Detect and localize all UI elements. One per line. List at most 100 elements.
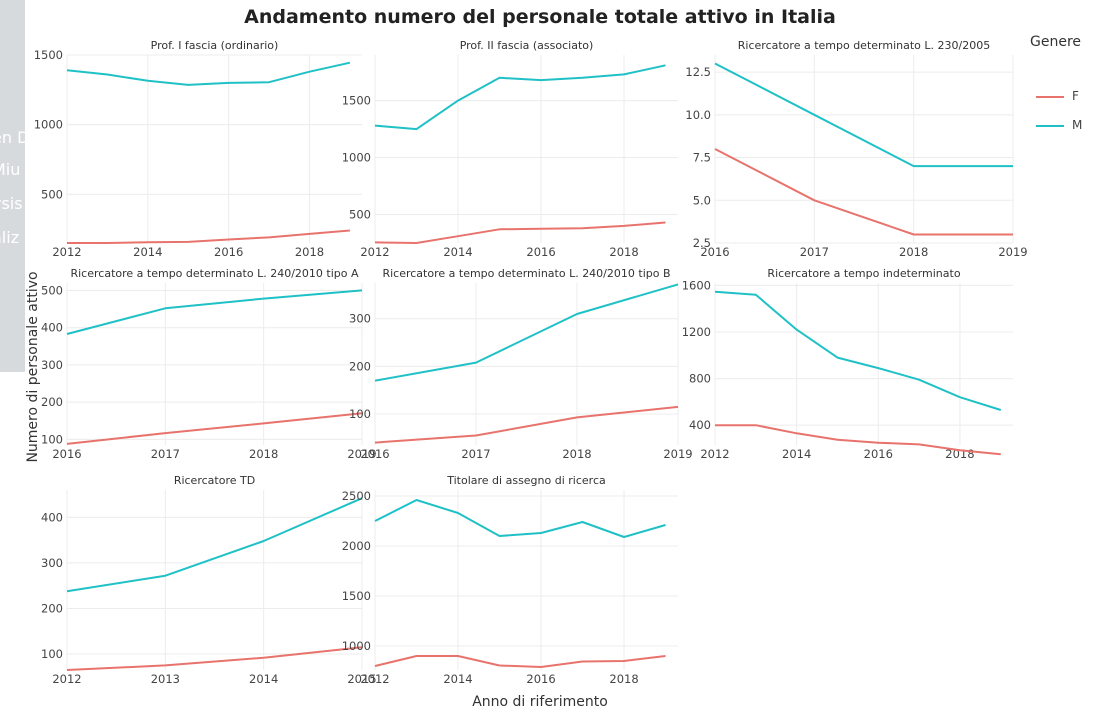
- facet-title: Ricercatore a tempo determinato L. 240/2…: [382, 267, 670, 280]
- y-tick-label: 400: [689, 418, 711, 432]
- series-line-f[interactable]: [374, 405, 679, 444]
- x-tick-label: 2013: [151, 672, 180, 686]
- series-line-m[interactable]: [714, 62, 1013, 168]
- x-tick-label: 2012: [52, 672, 81, 686]
- side-text-fragment: en D: [0, 128, 25, 147]
- series-line-m[interactable]: [66, 497, 363, 593]
- facet-title: Ricercatore a tempo determinato L. 240/2…: [70, 267, 358, 280]
- y-tick-label: 1000: [342, 639, 371, 653]
- facet-title: Prof. II fascia (associato): [460, 39, 594, 52]
- facet-panel: Ricercatore a tempo determinato L. 240/2…: [349, 267, 693, 461]
- facet-title: Ricercatore a tempo indeterminato: [767, 267, 960, 280]
- y-tick-label: 1500: [34, 48, 63, 62]
- y-tick-label: 100: [41, 432, 63, 446]
- y-tick-label: 7.5: [693, 151, 711, 165]
- x-tick-label: 2018: [899, 245, 928, 259]
- y-tick-label: 1500: [342, 94, 371, 108]
- x-tick-label: 2018: [249, 447, 278, 461]
- x-tick-label: 2017: [800, 245, 829, 259]
- facet-title: Ricercatore a tempo determinato L. 230/2…: [738, 39, 990, 52]
- legend-item-f[interactable]: F: [1036, 89, 1079, 103]
- series-line-m[interactable]: [374, 499, 666, 538]
- x-tick-label: 2016: [700, 245, 729, 259]
- y-tick-label: 200: [349, 359, 371, 373]
- x-tick-label: 2017: [151, 447, 180, 461]
- y-tick-label: 200: [41, 395, 63, 409]
- series-line-m[interactable]: [374, 64, 666, 131]
- y-tick-label: 300: [41, 358, 63, 372]
- facet-panel: Prof. I fascia (ordinario) 500 1000 1500 201…: [34, 39, 362, 259]
- y-tick-label: 400: [41, 510, 63, 524]
- series-line-f[interactable]: [714, 148, 1013, 236]
- legend-swatch-f: [1036, 95, 1064, 98]
- chart-title: Andamento numero del personale totale at…: [244, 6, 836, 28]
- y-tick-label: 200: [41, 601, 63, 615]
- y-tick-label: 500: [349, 208, 371, 222]
- y-tick-label: 300: [349, 312, 371, 326]
- y-tick-label: 800: [689, 372, 711, 386]
- x-tick-label: 2019: [998, 245, 1027, 259]
- series-line-f[interactable]: [374, 221, 666, 244]
- y-tick-label: 300: [41, 556, 63, 570]
- x-tick-label: 2016: [526, 672, 555, 686]
- x-tick-label: 2014: [443, 245, 472, 259]
- x-tick-label: 2012: [360, 672, 389, 686]
- y-tick-label: 12.5: [685, 65, 711, 79]
- facet-panel: Ricercatore a tempo determinato L. 240/2…: [41, 267, 377, 461]
- x-tick-label: 2016: [52, 447, 81, 461]
- legend: Genere F M: [1030, 34, 1100, 144]
- y-tick-label: 5.0: [693, 193, 711, 207]
- series-line-m[interactable]: [374, 283, 679, 382]
- side-text-fragment: aliz: [0, 228, 20, 247]
- x-tick-label: 2012: [360, 245, 389, 259]
- x-tick-label: 2012: [52, 245, 81, 259]
- series-line-f[interactable]: [67, 229, 350, 244]
- x-tick-label: 2017: [461, 447, 490, 461]
- x-tick-label: 2016: [864, 447, 893, 461]
- y-tick-label: 2500: [342, 489, 371, 503]
- legend-title: Genere: [1030, 34, 1082, 50]
- y-tick-label: 500: [41, 283, 63, 297]
- facet-panel: Ricercatore a tempo indeterminato 400 800 1…: [682, 267, 1013, 461]
- x-tick-label: 2014: [782, 447, 811, 461]
- x-tick-label: 2016: [526, 245, 555, 259]
- x-tick-label: 2012: [700, 447, 729, 461]
- x-axis-label: Anno di riferimento: [472, 694, 608, 710]
- y-tick-label: 1000: [342, 151, 371, 165]
- x-tick-label: 2019: [663, 447, 692, 461]
- y-tick-label: 1200: [682, 325, 711, 339]
- y-tick-label: 500: [41, 187, 63, 201]
- y-tick-label: 1500: [342, 589, 371, 603]
- facet-panel: Ricercatore a tempo determinato L. 230/2…: [685, 39, 1027, 259]
- y-tick-label: 100: [349, 407, 371, 421]
- series-line-m[interactable]: [66, 61, 351, 86]
- facet-title: Prof. I fascia (ordinario): [151, 39, 279, 52]
- x-tick-label: 2014: [249, 672, 278, 686]
- x-tick-label: 2015: [347, 672, 376, 686]
- facet-panel: Titolare di assegno di ricerca 1000 1500 20…: [342, 474, 678, 686]
- x-tick-label: 2018: [609, 672, 638, 686]
- series-line-f[interactable]: [715, 424, 1001, 456]
- series-line-f[interactable]: [374, 655, 666, 668]
- side-text-fragment: Miu: [0, 160, 21, 179]
- y-tick-label: 10.0: [685, 108, 711, 122]
- facet-panel: Prof. II fascia (associato) 500 1000 1500 20…: [342, 39, 678, 259]
- series-line-f[interactable]: [66, 646, 363, 671]
- x-tick-label: 2018: [562, 447, 591, 461]
- y-tick-label: 1600: [682, 278, 711, 292]
- x-tick-label: 2019: [347, 447, 376, 461]
- legend-label-f: F: [1072, 89, 1079, 103]
- x-tick-label: 2016: [214, 245, 243, 259]
- y-tick-label: 2000: [342, 539, 371, 553]
- legend-swatch-m: [1036, 124, 1064, 127]
- legend-item-m[interactable]: M: [1036, 118, 1082, 132]
- series-line-m[interactable]: [66, 289, 363, 335]
- y-tick-label: 2.5: [693, 236, 711, 250]
- facet-panel: Ricercatore TD 100 200 300 400 2012 2013 2014 20…: [41, 474, 377, 686]
- series-line-f[interactable]: [66, 412, 363, 445]
- y-tick-label: 100: [41, 647, 63, 661]
- x-tick-label: 2014: [133, 245, 162, 259]
- side-text-fragment: ysis: [0, 194, 23, 213]
- series-line-m[interactable]: [714, 290, 1002, 411]
